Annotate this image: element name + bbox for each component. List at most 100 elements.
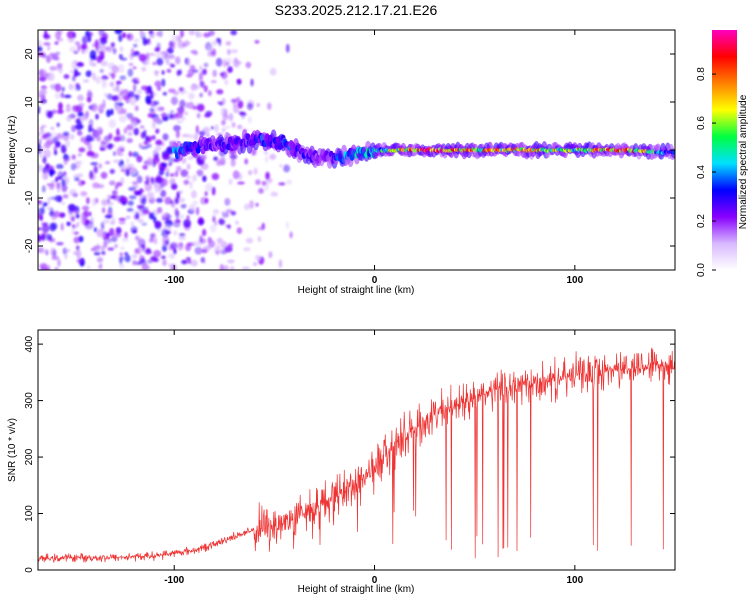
spectrogram-cell (210, 126, 215, 130)
spectrogram-cell (214, 221, 218, 226)
spectrogram-cell (69, 70, 75, 74)
spectrogram-cell (131, 254, 138, 259)
spectrogram-cell (203, 85, 208, 93)
spectrogram-cell (180, 169, 189, 178)
spectrogram-x-axis-label: Height of straight line (km) (298, 285, 415, 296)
spectrogram-cell (229, 265, 235, 270)
spectrogram-cell (127, 131, 133, 136)
spectrogram-cell (130, 221, 135, 227)
spectrogram-cell (139, 125, 145, 129)
spectrogram-cell (206, 132, 210, 138)
spectrogram-cell (248, 116, 252, 124)
spectrogram-cell (196, 103, 205, 112)
spectrogram-cell (174, 170, 179, 177)
spectrogram-cell (175, 129, 180, 139)
spectrogram-cell (107, 197, 111, 204)
spectrogram-cell (126, 33, 131, 39)
spectrogram-cell (154, 70, 159, 77)
spectrogram-cell (110, 108, 114, 116)
spectrogram-cell (192, 200, 198, 206)
spectrogram-cell (120, 168, 126, 172)
spectrogram-cell (52, 136, 58, 145)
spectrogram-cell (161, 214, 165, 221)
spectrogram-cell (38, 227, 42, 231)
spectrogram-cell (118, 34, 123, 42)
spectrogram-cell (202, 245, 210, 250)
spectrogram-cell (115, 80, 122, 85)
spectrogram-cell (151, 120, 156, 130)
spectrogram-cell (117, 64, 125, 74)
spectrogram-cell (40, 98, 47, 104)
spectrogram-cell (207, 236, 212, 244)
spectrogram-ridge-cell (232, 143, 238, 151)
spectrogram-cell (219, 263, 224, 270)
spectrogram-cell (61, 179, 66, 186)
spectrogram-cell (60, 222, 64, 230)
spectrogram-cell (144, 206, 149, 212)
spectrogram-cell (227, 243, 234, 248)
spectrogram-cell (133, 51, 140, 55)
spectrogram-cell (119, 263, 125, 269)
spectrogram-cell (173, 230, 178, 236)
spectrogram-cell (124, 231, 128, 239)
spectrogram-cell (126, 124, 134, 131)
spectrogram-cell (286, 179, 293, 185)
spectrogram-cell (243, 203, 250, 211)
spectrogram-cell (80, 216, 87, 225)
spectrogram-cell (178, 45, 187, 49)
spectrogram-cell (73, 210, 80, 215)
spectrogram-cell (176, 120, 184, 124)
spectrogram-cell (49, 196, 56, 200)
spectrogram-cell (221, 119, 226, 126)
spectrogram-cell (97, 265, 103, 269)
spectrogram-cell (245, 237, 254, 244)
spectrogram-cell (235, 97, 241, 103)
spectrogram-cell (54, 195, 62, 202)
spectrogram-cell (204, 183, 213, 192)
spectrogram-cell (71, 154, 76, 160)
spectrogram-cell (175, 198, 179, 204)
spectrogram-cell (56, 133, 63, 140)
spectrogram-cell (39, 263, 48, 269)
snr-y-tick-label: 0 (24, 567, 35, 573)
snr-x-tick-label: 100 (566, 575, 583, 586)
spectrogram-cell (207, 50, 215, 57)
spectrogram-cell (254, 40, 260, 44)
spectrogram-cell (119, 75, 127, 81)
spectrogram-cell (53, 54, 59, 60)
spectrogram-cell (134, 105, 139, 112)
spectrogram-cell (119, 164, 127, 170)
spectrogram-cell (76, 129, 82, 136)
spectrogram-cell (167, 54, 175, 60)
spectrogram-cell (38, 40, 42, 44)
spectrogram-cell (115, 226, 122, 235)
spectrogram-cell (139, 188, 143, 193)
spectrogram-cell (230, 158, 236, 167)
spectrogram-cell (147, 259, 153, 264)
spectrogram-cell (116, 128, 120, 136)
spectrogram-cell (269, 67, 277, 76)
spectrogram-cell (227, 224, 231, 229)
spectrogram-cell (210, 80, 217, 84)
spectrogram-cell (187, 101, 195, 110)
spectrogram-cell (50, 126, 55, 130)
spectrogram-cell (142, 245, 146, 249)
spectrogram-cell (81, 35, 88, 45)
spectrogram-cell (42, 171, 49, 180)
spectrogram-cell (212, 69, 218, 78)
spectrogram-cell (158, 30, 163, 38)
spectrogram-cell (73, 231, 79, 235)
spectrogram-cell (132, 43, 138, 48)
spectrogram-cell (55, 163, 64, 170)
spectrogram-cell (80, 191, 88, 197)
spectrogram-cell (136, 174, 143, 184)
spectrogram-cell (224, 245, 233, 253)
spectrogram-cell (162, 133, 169, 141)
spectrogram-cell (170, 110, 174, 114)
spectrogram-cell (215, 243, 223, 247)
spectrogram-cell (190, 259, 198, 267)
spectrogram-cell (186, 163, 191, 171)
spectrogram-cell (111, 95, 119, 101)
spectrogram-cell (224, 198, 231, 206)
